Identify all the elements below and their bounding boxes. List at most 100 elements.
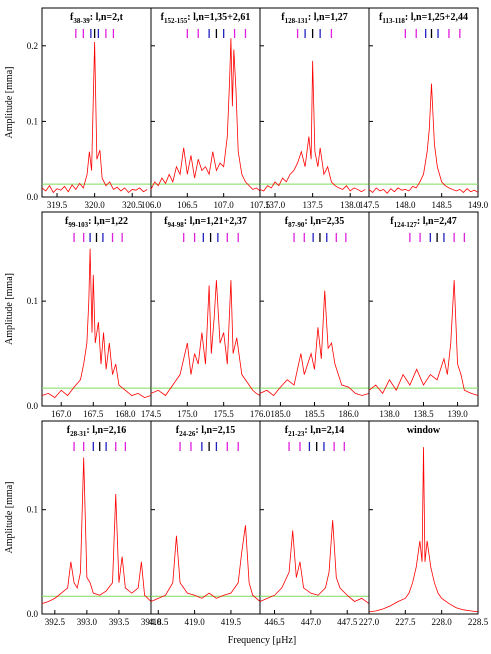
x-tick-label: 137.0 (265, 200, 286, 210)
panel-frame (41, 7, 152, 198)
title-subscript: 99-103 (68, 221, 88, 229)
title-rest: : l,n=2,35 (304, 216, 344, 227)
title-rest: : l,n=1,35+2,61 (187, 12, 250, 23)
x-tick-label: 419.5 (221, 617, 242, 627)
title-main: f (164, 216, 168, 227)
x-tick-label: 167.0 (51, 409, 72, 419)
x-tick-label: 393.0 (77, 617, 98, 627)
title-subscript: 24-26 (179, 430, 196, 438)
x-tick-label: 175.5 (214, 409, 235, 419)
title-rest: : l,n=1,25+2,44 (405, 12, 468, 23)
panel-title: f124-127: l,n=2,47 (390, 216, 457, 229)
panel-frame (259, 7, 370, 198)
title-subscript: 94-98 (167, 221, 184, 229)
x-tick-label: 320.0 (84, 200, 105, 210)
y-tick-label: 0.2 (27, 41, 38, 51)
title-main: f (65, 216, 69, 227)
panel-title: f94-98: l,n=1,21+2,37 (164, 216, 247, 229)
spectrum-line (41, 248, 152, 399)
panel-frame (150, 420, 261, 615)
x-tick-label: 138.5 (413, 409, 434, 419)
panel-title: f99-103: l,n=1,22 (65, 216, 128, 229)
x-tick-label: 393.5 (109, 617, 130, 627)
x-tick-label: 320.5 (122, 200, 143, 210)
x-tick-label: 107.5 (250, 200, 271, 210)
y-tick-label: 0.0 (27, 401, 39, 411)
x-tick-label: 228.5 (468, 617, 489, 627)
x-tick-label: 319.5 (47, 200, 68, 210)
title-main: f (285, 216, 289, 227)
x-tick-label: 186.0 (338, 409, 359, 419)
title-main: f (176, 425, 180, 436)
spectrum-line (41, 42, 148, 194)
title-rest: : l,n=1,22 (88, 216, 128, 227)
panel-title: window (407, 425, 441, 436)
x-tick-label: 419.0 (184, 617, 205, 627)
title-subscript: 152-155 (164, 17, 188, 25)
x-tick-label: 138.0 (379, 409, 400, 419)
panel-title: f24-26: l,n=2,15 (176, 425, 236, 438)
x-tick-label: 106.5 (177, 200, 198, 210)
spectrum-line (150, 525, 261, 602)
title-subscript: 124-127 (394, 221, 418, 229)
title-main: f (281, 12, 285, 23)
panel-title: f128-131: l,n=1,27 (281, 12, 348, 25)
spectrum-line (368, 83, 479, 194)
x-tick-label: 392.5 (45, 617, 66, 627)
spectrum-line (259, 290, 370, 397)
panel-frame (259, 420, 370, 615)
x-tick-label: 176.0 (250, 409, 271, 419)
x-tick-label: 148.5 (432, 200, 453, 210)
panel-title: f38-39: l,n=2,t (70, 12, 124, 25)
x-tick-label: 185.0 (270, 409, 291, 419)
panel-title: f28-31: l,n=2,16 (67, 425, 127, 438)
title-subscript: 28-31 (70, 430, 87, 438)
spectrum-line (368, 280, 479, 396)
spectrum-line (259, 60, 366, 193)
x-tick-label: 149.0 (468, 200, 489, 210)
title-main: f (285, 425, 289, 436)
panel-frame (368, 7, 479, 198)
panel-frame (368, 420, 479, 615)
y-tick-label: 0.0 (27, 192, 39, 202)
x-tick-label: 137.5 (302, 200, 323, 210)
y-axis-label: Amplitude [mma] (4, 482, 15, 554)
title-main: window (407, 425, 441, 436)
title-subscript: 21-23 (288, 430, 305, 438)
x-tick-label: 447.5 (337, 617, 358, 627)
title-rest: : l,n=2,t (90, 12, 124, 23)
x-tick-label: 227.0 (359, 617, 380, 627)
title-main: f (70, 12, 74, 23)
panel-frame (259, 211, 370, 407)
x-tick-label: 106.0 (141, 200, 162, 210)
y-axis-label: Amplitude [mma] (4, 273, 15, 345)
title-subscript: 38-39 (73, 17, 90, 25)
title-main: f (379, 12, 383, 23)
x-axis-label: Frequency [μHz] (228, 635, 296, 646)
y-tick-label: 0.0 (27, 609, 39, 619)
x-tick-label: 148.0 (395, 200, 416, 210)
x-tick-label: 446.5 (264, 617, 285, 627)
x-tick-label: 168.0 (115, 409, 136, 419)
x-tick-label: 107.0 (214, 200, 235, 210)
x-tick-label: 185.5 (304, 409, 325, 419)
title-rest: : l,n=2,16 (86, 425, 126, 436)
title-main: f (390, 216, 394, 227)
panel-frame (41, 420, 152, 615)
x-tick-label: 418.5 (148, 617, 169, 627)
y-tick-label: 0.1 (27, 296, 38, 306)
title-main: f (161, 12, 165, 23)
panel-title: f21-23: l,n=2,14 (285, 425, 345, 438)
title-subscript: 113-118 (382, 17, 405, 25)
x-tick-label: 138.0 (340, 200, 361, 210)
title-rest: : l,n=2,47 (417, 216, 457, 227)
x-tick-label: 394.0 (141, 617, 162, 627)
x-tick-label: 175.0 (177, 409, 198, 419)
panel-title: f152-155: l,n=1,35+2,61 (161, 12, 251, 25)
y-axis-label: Amplitude [mma] (4, 67, 15, 139)
x-tick-label: 227.5 (395, 617, 416, 627)
panel-frame (150, 7, 261, 198)
x-tick-label: 228.0 (432, 617, 453, 627)
title-rest: : l,n=1,21+2,37 (184, 216, 247, 227)
